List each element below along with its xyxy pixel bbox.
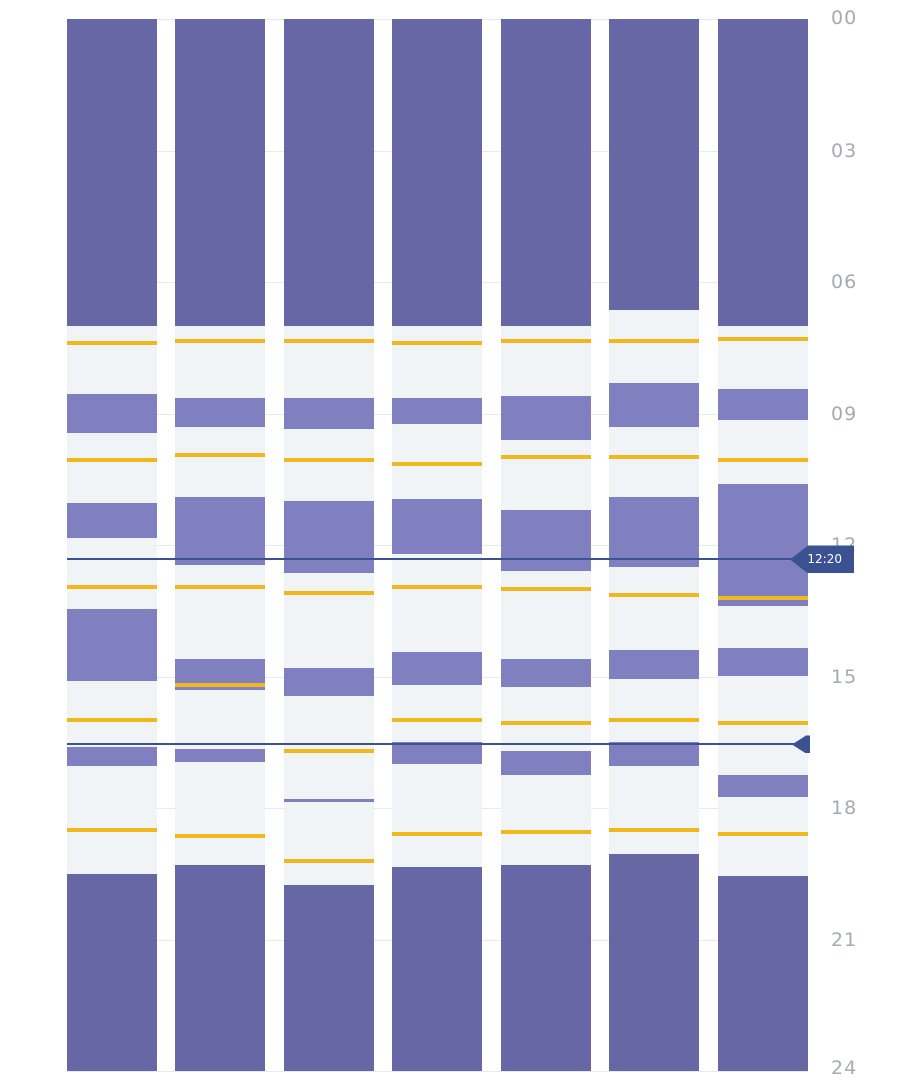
- night-sleep-block: [175, 19, 265, 326]
- hour-tick-label: 03: [829, 139, 860, 162]
- feeding-mark[interactable]: [67, 457, 157, 462]
- day-column[interactable]: [609, 19, 699, 1071]
- night-sleep-block: [718, 19, 808, 326]
- feeding-mark[interactable]: [175, 584, 265, 589]
- feeding-mark[interactable]: [501, 720, 591, 725]
- feeding-mark[interactable]: [392, 718, 482, 723]
- feeding-mark[interactable]: [501, 830, 591, 835]
- feeding-mark[interactable]: [67, 341, 157, 346]
- nap-block[interactable]: [609, 496, 699, 567]
- feeding-mark[interactable]: [609, 339, 699, 344]
- feeding-mark[interactable]: [284, 749, 374, 754]
- nap-block[interactable]: [501, 395, 591, 440]
- nap-block[interactable]: [501, 509, 591, 572]
- feeding-mark[interactable]: [284, 339, 374, 344]
- night-sleep-block: [175, 864, 265, 1071]
- nap-block[interactable]: [175, 496, 265, 565]
- nap-block[interactable]: [67, 746, 157, 767]
- day-column[interactable]: [67, 19, 157, 1071]
- feeding-mark[interactable]: [501, 586, 591, 591]
- nap-block[interactable]: [67, 503, 157, 539]
- night-sleep-block: [284, 884, 374, 1071]
- hour-tick-label: 18: [829, 797, 860, 819]
- feeding-mark[interactable]: [501, 339, 591, 344]
- feeding-mark[interactable]: [392, 341, 482, 346]
- nap-block[interactable]: [718, 648, 808, 677]
- feeding-mark[interactable]: [501, 455, 591, 460]
- hour-tick-label: 21: [829, 928, 860, 951]
- nap-block[interactable]: [284, 799, 374, 803]
- day-column[interactable]: [501, 19, 591, 1071]
- feeding-mark[interactable]: [67, 718, 157, 723]
- night-sleep-block: [67, 873, 157, 1071]
- feeding-mark[interactable]: [718, 595, 808, 600]
- night-sleep-block: [718, 875, 808, 1071]
- hour-tick-label: 09: [829, 402, 860, 425]
- night-sleep-block: [284, 19, 374, 326]
- day-column[interactable]: [284, 19, 374, 1071]
- nap-block[interactable]: [718, 483, 808, 607]
- hour-gridline: [67, 1071, 808, 1072]
- nap-block[interactable]: [392, 498, 482, 554]
- feeding-mark[interactable]: [175, 339, 265, 344]
- reference-time-line: [67, 743, 808, 746]
- nap-block[interactable]: [175, 398, 265, 427]
- night-sleep-block: [501, 19, 591, 326]
- nap-block[interactable]: [501, 751, 591, 776]
- feeding-mark[interactable]: [609, 827, 699, 832]
- feeding-mark[interactable]: [175, 453, 265, 458]
- nap-block[interactable]: [175, 748, 265, 762]
- feeding-mark[interactable]: [175, 834, 265, 839]
- feeding-mark[interactable]: [609, 455, 699, 460]
- feeding-mark[interactable]: [609, 593, 699, 598]
- hour-tick-label: 15: [829, 665, 860, 688]
- nap-block[interactable]: [392, 398, 482, 425]
- nap-block[interactable]: [609, 650, 699, 679]
- day-column[interactable]: [718, 19, 808, 1071]
- feeding-mark[interactable]: [284, 591, 374, 596]
- feeding-mark[interactable]: [67, 827, 157, 832]
- feeding-mark[interactable]: [392, 461, 482, 466]
- nap-block[interactable]: [392, 742, 482, 765]
- nap-block[interactable]: [67, 608, 157, 681]
- feeding-mark[interactable]: [718, 832, 808, 837]
- feeding-mark[interactable]: [718, 457, 808, 462]
- feeding-mark[interactable]: [718, 336, 808, 341]
- nap-block[interactable]: [718, 775, 808, 798]
- current-time-line: [67, 558, 808, 561]
- day-column[interactable]: [175, 19, 265, 1071]
- night-sleep-block: [501, 864, 591, 1071]
- day-column[interactable]: [392, 19, 482, 1071]
- night-sleep-block: [392, 19, 482, 326]
- feeding-mark[interactable]: [718, 720, 808, 725]
- nap-block[interactable]: [609, 382, 699, 427]
- feeding-mark[interactable]: [284, 858, 374, 863]
- feeding-mark[interactable]: [284, 457, 374, 462]
- nap-block[interactable]: [392, 652, 482, 686]
- nap-block[interactable]: [609, 742, 699, 767]
- night-sleep-block: [609, 854, 699, 1071]
- feeding-mark[interactable]: [392, 832, 482, 837]
- hour-tick-label: 06: [829, 271, 860, 293]
- feeding-mark[interactable]: [175, 683, 265, 688]
- nap-block[interactable]: [501, 658, 591, 688]
- hour-tick-label: 24: [829, 1057, 860, 1079]
- night-sleep-block: [67, 19, 157, 326]
- feeding-mark[interactable]: [392, 584, 482, 589]
- feeding-mark[interactable]: [67, 584, 157, 589]
- hour-tick-label: 00: [829, 7, 860, 29]
- night-sleep-block: [609, 19, 699, 311]
- nap-block[interactable]: [718, 389, 808, 421]
- nap-block[interactable]: [284, 501, 374, 574]
- night-sleep-block: [392, 867, 482, 1071]
- feeding-mark[interactable]: [609, 718, 699, 723]
- nap-block[interactable]: [67, 393, 157, 434]
- nap-block[interactable]: [284, 667, 374, 697]
- nap-block[interactable]: [284, 398, 374, 429]
